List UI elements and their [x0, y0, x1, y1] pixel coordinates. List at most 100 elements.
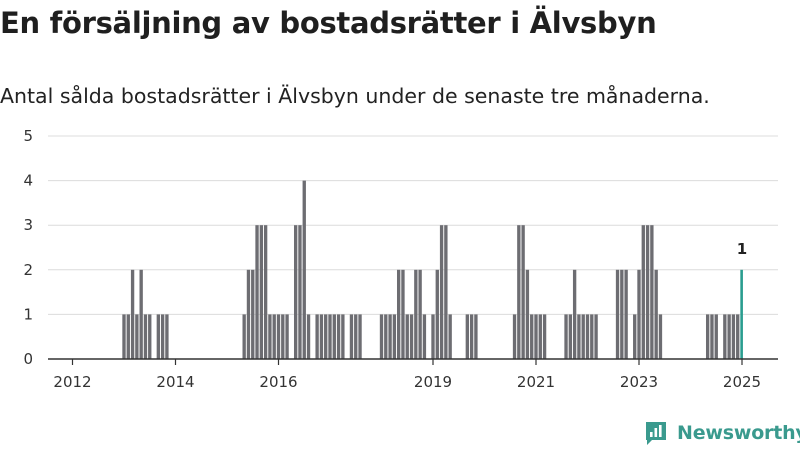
bar — [654, 269, 658, 359]
bar — [302, 180, 306, 359]
bar — [272, 314, 276, 359]
bar — [512, 314, 517, 359]
bar — [615, 269, 620, 359]
bar-chart: 0 1 2 3 4 5 2012 2014 2016 2019 2021 2023 2025 1 — [23, 127, 778, 391]
brand-logo: Newsworthy — [644, 420, 800, 446]
bar — [156, 314, 161, 359]
bar — [517, 225, 521, 359]
bar — [650, 225, 654, 359]
bar — [474, 314, 478, 359]
brand-name: Newsworthy — [677, 422, 800, 444]
bar — [396, 269, 401, 359]
bar — [431, 314, 435, 359]
bar — [285, 314, 289, 359]
bar — [564, 314, 568, 359]
bar — [633, 314, 637, 359]
bar — [246, 269, 251, 359]
bar — [384, 314, 388, 359]
bar — [572, 269, 577, 359]
bar — [263, 225, 268, 359]
bar — [723, 314, 727, 359]
bar — [568, 314, 573, 359]
x-tick-label: 2016 — [259, 373, 297, 391]
bar — [422, 314, 427, 359]
bar — [143, 314, 148, 359]
bar — [268, 314, 272, 359]
bar — [341, 314, 345, 359]
bar — [255, 225, 259, 359]
bar — [624, 269, 628, 359]
y-tick-label: 1 — [23, 305, 33, 323]
bar — [534, 314, 538, 359]
bar — [324, 314, 328, 359]
bar — [641, 225, 645, 359]
bar — [714, 314, 718, 359]
bar — [414, 269, 418, 359]
bar — [259, 225, 264, 359]
bar — [448, 314, 452, 359]
bar — [736, 314, 740, 359]
bar — [645, 225, 650, 359]
bar — [148, 314, 152, 359]
bar — [705, 314, 710, 359]
bar — [530, 314, 534, 359]
bar — [538, 314, 542, 359]
y-tick-label: 0 — [23, 350, 33, 368]
bar — [444, 225, 448, 359]
bar — [439, 225, 444, 359]
bar — [122, 314, 126, 359]
x-tick-label: 2019 — [414, 373, 452, 391]
bar — [139, 269, 143, 359]
bar — [319, 314, 324, 359]
bar — [358, 314, 362, 359]
bar — [130, 269, 135, 359]
x-tick-label: 2012 — [53, 373, 91, 391]
bar — [349, 314, 354, 359]
bar — [418, 269, 422, 359]
data-label: 1 — [737, 240, 747, 258]
bar — [740, 269, 743, 359]
y-tick-label: 5 — [23, 127, 33, 145]
newsworthy-logo-icon — [646, 422, 666, 445]
bar — [727, 314, 731, 359]
bar — [293, 225, 298, 359]
bar — [276, 314, 281, 359]
bar — [409, 314, 414, 359]
x-tick-label: 2023 — [620, 373, 658, 391]
bar — [388, 314, 392, 359]
bar — [710, 314, 714, 359]
bar — [306, 314, 311, 359]
y-tick-label: 2 — [23, 261, 33, 279]
bar — [251, 269, 255, 359]
bar — [401, 269, 405, 359]
bar — [594, 314, 598, 359]
bar — [135, 314, 139, 359]
bar — [590, 314, 594, 359]
x-tick-label: 2025 — [723, 373, 761, 391]
bar — [577, 314, 581, 359]
bar — [658, 314, 663, 359]
bar — [521, 225, 525, 359]
y-tick-label: 3 — [23, 216, 33, 234]
bar — [242, 314, 246, 359]
bar — [165, 314, 169, 359]
bar — [542, 314, 547, 359]
chart-subtitle: Antal sålda bostadsrätter i Älvsbyn unde… — [0, 84, 710, 108]
bar — [465, 314, 470, 359]
bar — [637, 269, 641, 359]
x-tick-label: 2021 — [517, 373, 555, 391]
bar — [332, 314, 336, 359]
bar — [392, 314, 397, 359]
bar — [354, 314, 358, 359]
bar — [160, 314, 165, 359]
bar — [469, 314, 474, 359]
y-tick-label: 4 — [23, 172, 33, 190]
bar — [328, 314, 332, 359]
bar — [281, 314, 285, 359]
bar — [731, 314, 736, 359]
bar — [315, 314, 319, 359]
bar — [379, 314, 384, 359]
bar — [298, 225, 302, 359]
bar — [620, 269, 624, 359]
chart-title: En försäljning av bostadsrätter i Älvsby… — [0, 6, 657, 40]
